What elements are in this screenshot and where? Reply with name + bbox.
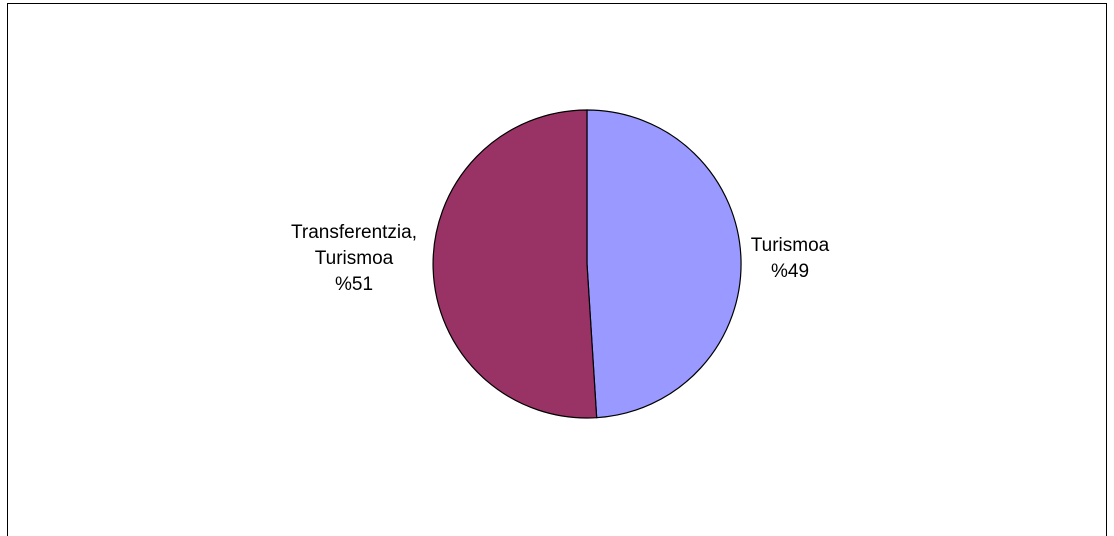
pie-slice-0: [586, 109, 742, 419]
slice-value-1: %51: [335, 274, 373, 295]
pie-labels: Turismoa %49 Transferentzia, Turismoa %51: [291, 222, 830, 295]
slice-label-line-1-1: Turismoa: [315, 248, 394, 269]
pie-slices: [432, 109, 742, 419]
pie-slice-1: [432, 109, 598, 419]
slice-label-0: Turismoa %49: [751, 235, 830, 282]
slice-label-line-0-0: Turismoa: [751, 235, 830, 256]
slice-label-line-1-0: Transferentzia,: [291, 222, 417, 243]
slice-value-0: %49: [771, 261, 809, 282]
slice-label-1: Transferentzia, Turismoa %51: [291, 222, 417, 295]
